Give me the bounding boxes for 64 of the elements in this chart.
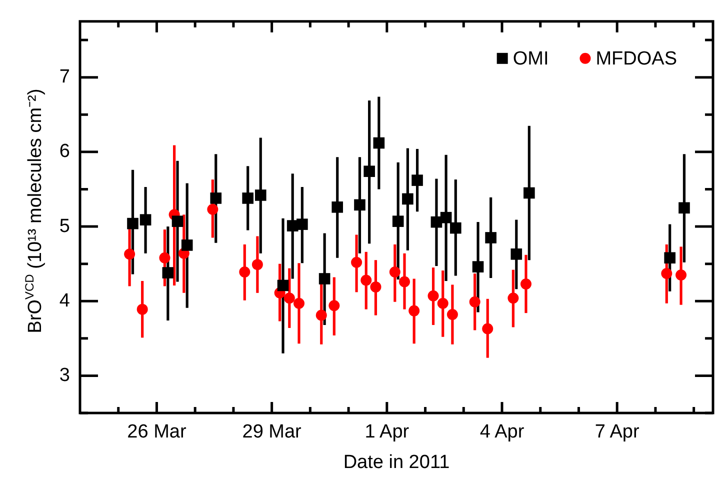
point <box>296 218 308 230</box>
x-tick-label: 7 Apr <box>594 422 640 443</box>
point <box>181 240 193 251</box>
point <box>469 296 480 308</box>
y-tick-label: 6 <box>59 141 70 162</box>
point <box>402 193 414 205</box>
x-axis-title: Date in 2011 <box>343 452 450 473</box>
point <box>373 137 385 149</box>
point <box>242 192 254 204</box>
point <box>676 270 687 281</box>
point <box>316 310 327 321</box>
point <box>127 218 138 230</box>
point <box>664 252 676 264</box>
point <box>520 278 532 290</box>
point <box>510 248 522 260</box>
point <box>159 252 170 264</box>
point <box>678 202 690 214</box>
point <box>485 232 496 244</box>
point <box>437 298 448 309</box>
point <box>293 298 304 309</box>
point <box>318 273 330 284</box>
point <box>370 281 382 292</box>
point <box>284 292 295 304</box>
point <box>450 222 462 234</box>
x-tick-label: 4 Apr <box>480 422 525 443</box>
point <box>136 304 148 315</box>
point <box>210 192 222 204</box>
x-tick-label: 1 Apr <box>364 422 410 443</box>
point <box>440 212 452 224</box>
x-tick-label: 29 Mar <box>242 422 302 443</box>
point <box>398 276 410 288</box>
point <box>412 174 423 186</box>
point <box>482 323 494 334</box>
point <box>354 199 366 211</box>
legend-label: OMI <box>512 48 549 70</box>
point <box>162 267 174 278</box>
point <box>524 187 535 199</box>
y-tick-label: 4 <box>59 290 70 312</box>
point <box>446 309 458 320</box>
point <box>508 292 519 304</box>
point <box>124 248 136 260</box>
legend-label: MFDOAS <box>596 48 677 70</box>
point <box>472 261 484 272</box>
point <box>351 256 362 268</box>
point <box>254 190 266 201</box>
point <box>661 268 672 280</box>
x-tick-label: 26 Mar <box>127 422 187 443</box>
point <box>277 280 289 292</box>
point <box>172 216 184 227</box>
y-tick-label: 7 <box>59 66 70 88</box>
point <box>332 201 344 213</box>
point <box>328 300 340 312</box>
y-tick-label: 5 <box>59 216 70 237</box>
point <box>364 166 375 177</box>
point <box>392 216 404 227</box>
point <box>360 274 372 286</box>
point <box>207 204 218 215</box>
point <box>428 290 439 302</box>
point <box>408 305 420 316</box>
point <box>252 259 263 270</box>
point <box>239 266 250 278</box>
y-tick-label: 3 <box>59 364 70 386</box>
point <box>389 266 400 278</box>
point <box>140 214 152 226</box>
